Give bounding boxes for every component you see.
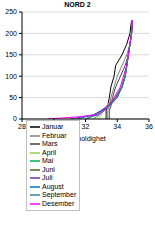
svg-text:0: 0: [13, 115, 17, 122]
svg-text:30: 30: [50, 123, 58, 130]
svg-text:200: 200: [8, 30, 17, 37]
svg-text:Saltholdighet: Saltholdighet: [65, 135, 106, 143]
svg-text:50: 50: [9, 94, 17, 101]
svg-text:100: 100: [8, 73, 17, 80]
svg-text:34: 34: [113, 123, 121, 130]
svg-text:250: 250: [8, 8, 17, 15]
svg-text:150: 150: [8, 51, 17, 58]
svg-text:32: 32: [82, 123, 90, 130]
svg-text:28: 28: [18, 123, 26, 130]
svg-text:36: 36: [145, 123, 147, 130]
